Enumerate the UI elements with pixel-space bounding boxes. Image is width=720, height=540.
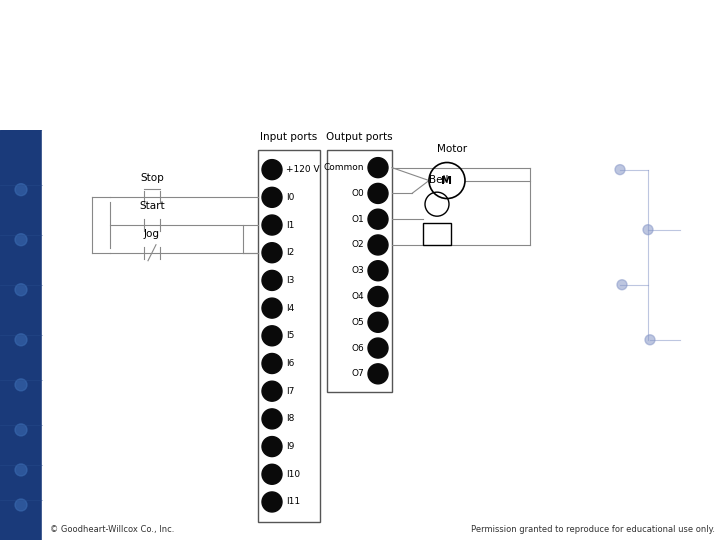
Circle shape: [368, 364, 388, 384]
Circle shape: [643, 225, 653, 235]
Circle shape: [262, 354, 282, 374]
Text: O4: O4: [351, 292, 364, 301]
Text: O5: O5: [351, 318, 364, 327]
Bar: [258, 150, 320, 522]
Circle shape: [262, 215, 282, 235]
Text: I0: I0: [286, 193, 294, 202]
Text: Bell: Bell: [429, 175, 449, 185]
Text: Stop: Stop: [140, 173, 164, 183]
Text: I10: I10: [286, 470, 300, 479]
Text: O3: O3: [351, 266, 364, 275]
Text: I7: I7: [286, 387, 294, 396]
Circle shape: [15, 499, 27, 511]
Circle shape: [368, 184, 388, 204]
Text: I5: I5: [286, 332, 294, 340]
Text: Input ports: Input ports: [261, 132, 318, 141]
Circle shape: [15, 464, 27, 476]
Text: O1: O1: [351, 215, 364, 224]
Text: I3: I3: [286, 276, 294, 285]
Circle shape: [15, 379, 27, 391]
Text: +120 V: +120 V: [286, 165, 320, 174]
Text: I9: I9: [286, 442, 294, 451]
Text: I1: I1: [286, 220, 294, 230]
Circle shape: [368, 261, 388, 281]
Bar: [327, 150, 392, 392]
Circle shape: [645, 335, 655, 345]
Circle shape: [617, 280, 627, 290]
Text: Output ports: Output ports: [326, 132, 393, 141]
Text: Start: Start: [139, 201, 165, 211]
Circle shape: [368, 287, 388, 307]
Text: I11: I11: [286, 497, 300, 507]
Circle shape: [262, 326, 282, 346]
Text: Jog: Jog: [144, 229, 160, 239]
Circle shape: [262, 464, 282, 484]
Circle shape: [15, 334, 27, 346]
Circle shape: [15, 284, 27, 296]
Circle shape: [15, 424, 27, 436]
Text: I2: I2: [286, 248, 294, 257]
Text: O2: O2: [351, 240, 364, 249]
Text: M: M: [441, 176, 452, 186]
Text: Motor: Motor: [437, 145, 467, 154]
Text: Common: Common: [323, 163, 364, 172]
Bar: [0, 130, 42, 540]
Circle shape: [368, 235, 388, 255]
Circle shape: [368, 158, 388, 178]
Circle shape: [262, 436, 282, 457]
Circle shape: [368, 312, 388, 332]
Text: © Goodheart-Willcox Co., Inc.: © Goodheart-Willcox Co., Inc.: [50, 525, 174, 534]
Circle shape: [615, 165, 625, 174]
Circle shape: [262, 492, 282, 512]
Text: O7: O7: [351, 369, 364, 379]
Text: I6: I6: [286, 359, 294, 368]
Text: Permission granted to reproduce for educational use only.: Permission granted to reproduce for educ…: [471, 525, 715, 534]
Circle shape: [262, 187, 282, 207]
Circle shape: [262, 271, 282, 291]
Circle shape: [262, 242, 282, 263]
Text: I8: I8: [286, 414, 294, 423]
Bar: [423, 223, 451, 245]
Text: I4: I4: [286, 303, 294, 313]
Circle shape: [262, 381, 282, 401]
Circle shape: [368, 338, 388, 358]
Text: O0: O0: [351, 189, 364, 198]
Circle shape: [15, 234, 27, 246]
Text: PLC Device Input/Output
Connections: PLC Device Input/Output Connections: [149, 33, 571, 97]
Circle shape: [262, 160, 282, 180]
Circle shape: [15, 184, 27, 195]
Circle shape: [368, 209, 388, 229]
Text: O6: O6: [351, 343, 364, 353]
Circle shape: [262, 409, 282, 429]
Circle shape: [262, 298, 282, 318]
